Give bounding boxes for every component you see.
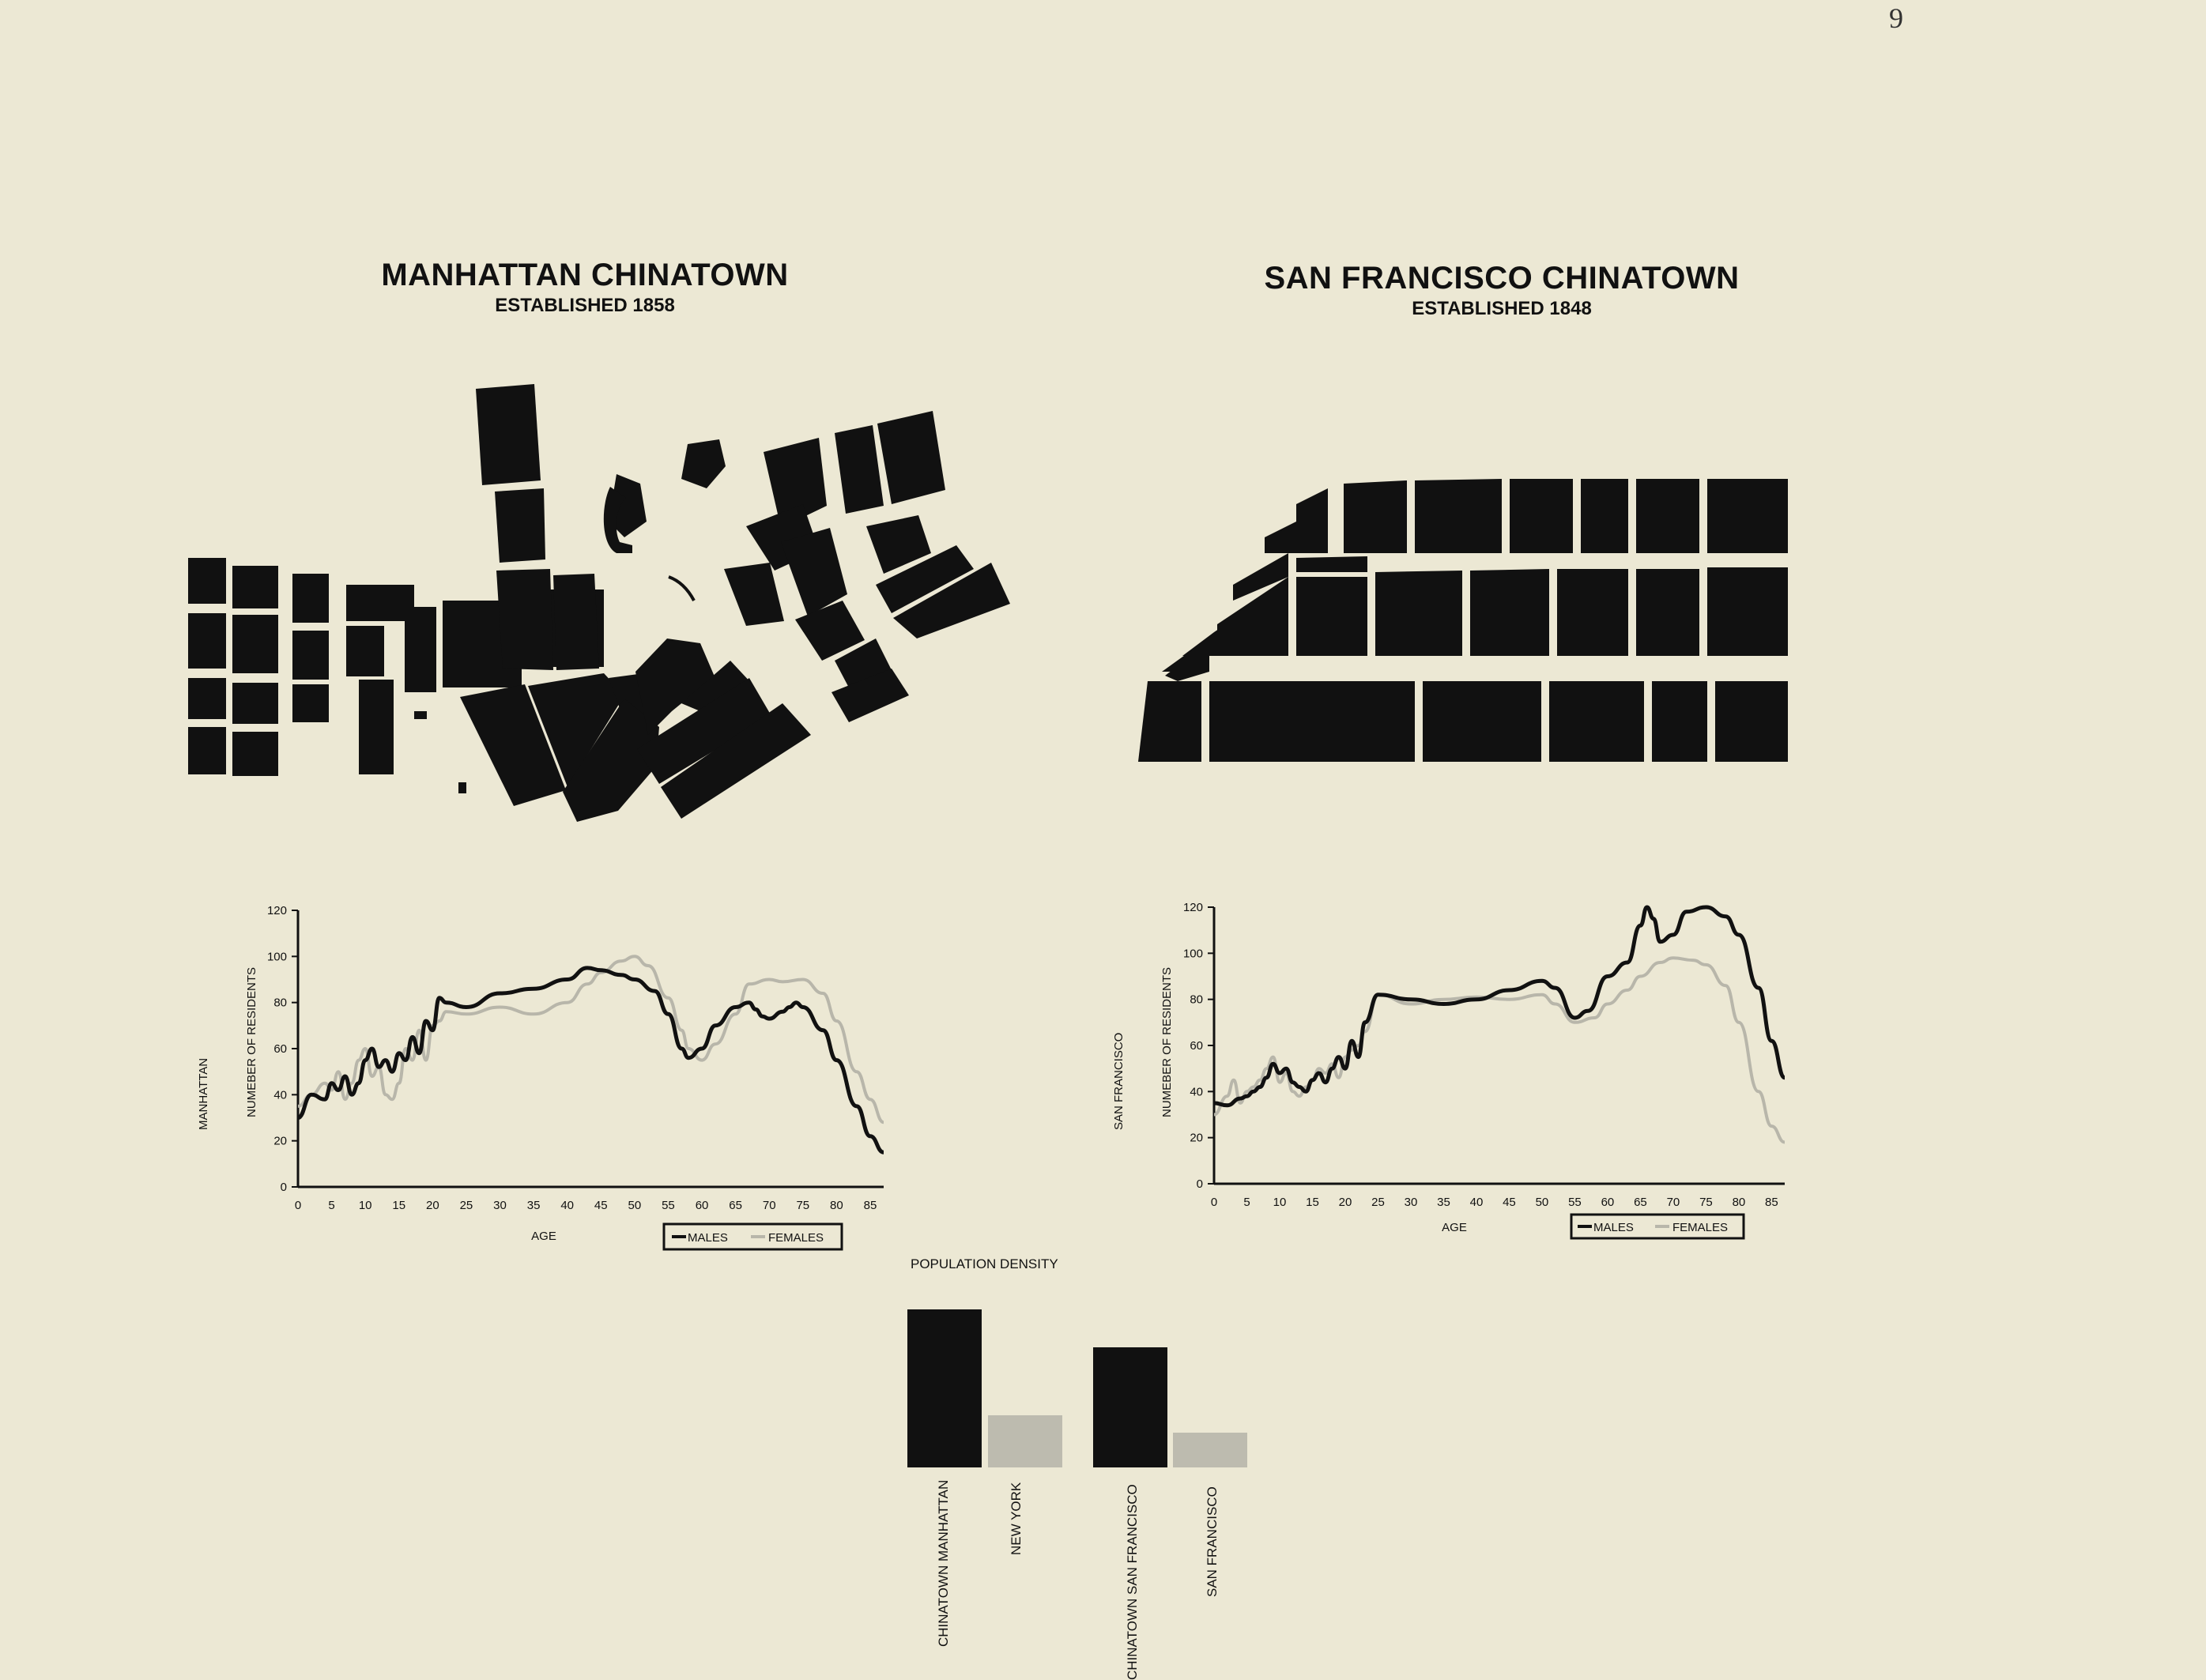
sanfrancisco-city-label: SAN FRANCISCO <box>1112 1033 1126 1130</box>
sanfrancisco-y-tick-label: 80 <box>1190 993 1203 1007</box>
manhattan-x-tick-label: 40 <box>560 1199 574 1212</box>
sanfrancisco-y-tick-label: 40 <box>1190 1085 1203 1098</box>
sanfrancisco-y-tick-label: 0 <box>1197 1177 1203 1191</box>
manhattan-x-tick-label: 0 <box>295 1199 301 1212</box>
sanfrancisco-y-tick-label: 120 <box>1183 901 1203 914</box>
sanfrancisco-map-title: SAN FRANCISCO CHINATOWN <box>1264 261 1740 296</box>
manhattan-y-tick-label: 120 <box>267 904 287 917</box>
manhattan-legend <box>662 1222 843 1251</box>
sanfrancisco-x-tick-label: 50 <box>1536 1196 1549 1209</box>
sanfrancisco-y-tick-label: 20 <box>1190 1132 1203 1145</box>
sanfrancisco-blocks <box>1138 479 1788 762</box>
page-number: 9 <box>1889 2 1903 34</box>
manhattan-x-tick-label: 35 <box>527 1199 541 1212</box>
manhattan-females-series-line <box>297 955 884 1124</box>
manhattan-y-axis-label: NUMEBER OF RESIDENTS <box>245 967 258 1117</box>
sanfrancisco-x-tick-label: 65 <box>1634 1196 1647 1209</box>
density-chart-title: POPULATION DENSITY <box>911 1256 1058 1271</box>
manhattan-x-tick-label: 25 <box>460 1199 473 1212</box>
manhattan-x-tick-label: 45 <box>594 1199 608 1212</box>
density-bar <box>1093 1347 1167 1467</box>
sanfrancisco-x-tick-label: 45 <box>1503 1196 1516 1209</box>
sanfrancisco-x-tick-label: 80 <box>1733 1196 1746 1209</box>
manhattan-map-subtitle: ESTABLISHED 1858 <box>495 295 675 316</box>
sanfrancisco-x-tick-label: 75 <box>1699 1196 1713 1209</box>
density-bar <box>907 1309 982 1467</box>
manhattan-males-series-line <box>297 966 884 1155</box>
sanfrancisco-map-subtitle: ESTABLISHED 1848 <box>1412 298 1592 319</box>
density-bar-label: SAN FRANCISCO <box>1205 1486 1220 1597</box>
density-bar-label: CHINATOWN MANHATTAN <box>936 1479 951 1647</box>
manhattan-x-tick-label: 50 <box>628 1199 642 1212</box>
manhattan-x-tick-label: 85 <box>864 1199 877 1212</box>
sanfrancisco-x-tick-label: 15 <box>1306 1196 1319 1209</box>
manhattan-x-tick-label: 75 <box>796 1199 809 1212</box>
sanfrancisco-x-tick-label: 20 <box>1339 1196 1352 1209</box>
manhattan-blocks <box>188 384 1010 822</box>
manhattan-x-tick-label: 10 <box>359 1199 372 1212</box>
sanfrancisco-x-tick-label: 10 <box>1273 1196 1287 1209</box>
sanfrancisco-y-tick-label: 100 <box>1183 947 1203 960</box>
density-bar-label: CHINATOWN SAN FRANCISCO <box>1125 1483 1140 1680</box>
sanfrancisco-x-tick-label: 25 <box>1371 1196 1385 1209</box>
sanfrancisco-x-tick-label: 70 <box>1667 1196 1680 1209</box>
manhattan-y-tick-label: 0 <box>281 1181 287 1194</box>
manhattan-x-tick-label: 80 <box>830 1199 843 1212</box>
sanfrancisco-legend <box>1570 1213 1745 1240</box>
sanfrancisco-legend-males: MALES <box>1593 1221 1634 1234</box>
manhattan-map-title: MANHATTAN CHINATOWN <box>381 258 789 292</box>
manhattan-y-tick-label: 80 <box>273 996 287 1010</box>
manhattan-city-label: MANHATTAN <box>197 1058 210 1130</box>
manhattan-x-tick-label: 30 <box>493 1199 507 1212</box>
manhattan-x-tick-label: 70 <box>763 1199 776 1212</box>
density-bar <box>988 1415 1062 1467</box>
sanfrancisco-x-tick-label: 30 <box>1405 1196 1418 1209</box>
manhattan-x-tick-label: 20 <box>426 1199 439 1212</box>
manhattan-x-axis-label: AGE <box>531 1230 556 1243</box>
sanfrancisco-x-tick-label: 85 <box>1765 1196 1778 1209</box>
manhattan-legend-females: FEMALES <box>768 1231 824 1245</box>
sanfrancisco-legend-females: FEMALES <box>1672 1221 1728 1234</box>
manhattan-x-tick-label: 5 <box>328 1199 334 1212</box>
sanfrancisco-y-tick-label: 60 <box>1190 1039 1203 1053</box>
manhattan-legend-males: MALES <box>688 1231 728 1245</box>
sanfrancisco-x-tick-label: 60 <box>1601 1196 1615 1209</box>
sanfrancisco-x-tick-label: 5 <box>1243 1196 1250 1209</box>
sanfrancisco-x-tick-label: 40 <box>1470 1196 1484 1209</box>
manhattan-y-tick-label: 60 <box>273 1042 287 1056</box>
manhattan-y-tick-label: 100 <box>267 950 287 963</box>
manhattan-y-tick-label: 40 <box>273 1088 287 1102</box>
manhattan-x-tick-label: 60 <box>696 1199 709 1212</box>
sanfrancisco-x-axis-label: AGE <box>1442 1221 1467 1234</box>
density-bar-label: NEW YORK <box>1009 1482 1024 1555</box>
sanfrancisco-males-series-line <box>1213 905 1786 1108</box>
density-bar <box>1173 1433 1247 1467</box>
sanfrancisco-y-axis-label: NUMEBER OF RESIDENTS <box>1160 967 1174 1117</box>
manhattan-x-tick-label: 55 <box>662 1199 675 1212</box>
manhattan-x-tick-label: 15 <box>392 1199 405 1212</box>
sanfrancisco-x-tick-label: 0 <box>1211 1196 1217 1209</box>
manhattan-y-tick-label: 20 <box>273 1135 287 1148</box>
sanfrancisco-x-tick-label: 35 <box>1437 1196 1450 1209</box>
manhattan-x-tick-label: 65 <box>729 1199 742 1212</box>
sanfrancisco-x-tick-label: 55 <box>1568 1196 1582 1209</box>
